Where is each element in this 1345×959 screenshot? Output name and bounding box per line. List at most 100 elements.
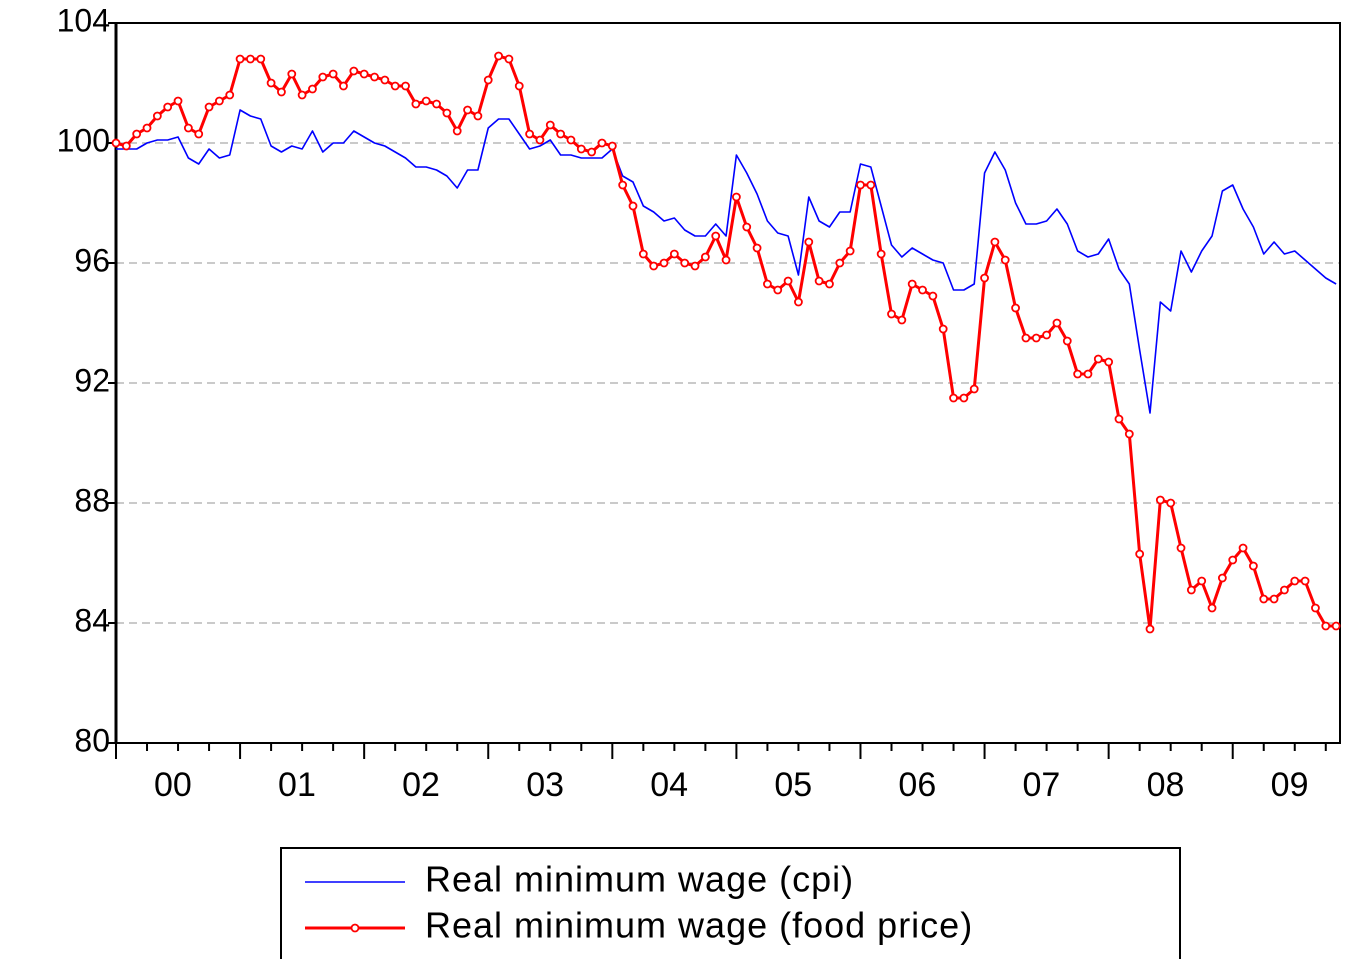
data-point [277, 87, 286, 97]
data-point [866, 180, 876, 190]
data-point [287, 69, 297, 79]
data-point [266, 78, 276, 88]
x-tick-label: 01 [278, 766, 316, 804]
data-point [845, 246, 855, 256]
data-point [1052, 318, 1062, 328]
data-point [628, 201, 638, 211]
data-point [856, 180, 865, 190]
data-point [566, 135, 576, 145]
data-point [949, 393, 958, 403]
data-point [1166, 498, 1176, 508]
data-point [142, 123, 152, 133]
data-point [814, 276, 824, 286]
data-point [1217, 573, 1227, 583]
data-point [804, 237, 814, 247]
data-point [1083, 369, 1093, 379]
x-tick-label: 04 [650, 766, 688, 804]
data-point [1176, 543, 1186, 553]
data-point [1259, 594, 1269, 604]
data-point [214, 96, 224, 106]
data-point [152, 111, 162, 121]
data-point [907, 279, 917, 289]
data-point [246, 54, 255, 64]
data-point [328, 69, 338, 79]
data-point [163, 102, 173, 112]
data-point [773, 285, 783, 295]
data-point [990, 237, 1000, 247]
data-point [938, 324, 948, 334]
data-point [235, 54, 245, 64]
data-point [204, 102, 214, 112]
data-point [1290, 576, 1300, 586]
data-point [380, 75, 390, 85]
x-tick-label: 06 [898, 766, 936, 804]
data-point [742, 222, 752, 232]
data-point [1011, 303, 1020, 313]
y-tick-label: 100 [57, 122, 110, 158]
x-tick-label: 08 [1147, 766, 1185, 804]
x-tick-label: 02 [402, 766, 440, 804]
data-point [669, 249, 679, 259]
data-point [442, 108, 452, 118]
data-point [1031, 333, 1041, 343]
data-point [525, 129, 534, 139]
data-point [1186, 585, 1196, 595]
data-point [1207, 603, 1217, 613]
data-point [576, 144, 586, 154]
data-point [1021, 333, 1031, 343]
data-point [1321, 621, 1331, 631]
y-tick-label: 88 [74, 482, 110, 518]
data-point [959, 393, 969, 403]
data-point [111, 138, 121, 148]
y-tick-label: 80 [74, 722, 110, 758]
data-point [1124, 429, 1134, 439]
data-point [401, 81, 410, 91]
data-point [1300, 576, 1310, 586]
x-tick-label: 03 [526, 766, 564, 804]
data-point [732, 192, 741, 202]
data-point [370, 72, 379, 82]
data-point [121, 141, 131, 151]
data-point [763, 279, 772, 289]
data-point [411, 99, 421, 109]
data-point [256, 54, 266, 64]
data-point [1280, 585, 1289, 595]
x-tick-label: 09 [1271, 766, 1309, 804]
data-point [132, 129, 142, 139]
data-point [690, 261, 700, 271]
y-tick-label: 104 [57, 2, 110, 38]
data-point [514, 81, 524, 91]
data-point [1114, 414, 1124, 424]
data-point [897, 315, 907, 325]
data-point [1228, 555, 1238, 565]
data-point [1135, 549, 1145, 559]
data-point [545, 120, 555, 130]
legend-label: Real minimum wage (food price) [425, 905, 973, 946]
data-point [825, 279, 834, 289]
x-tick-label: 07 [1023, 766, 1061, 804]
data-point [1197, 576, 1207, 586]
data-point [473, 111, 483, 121]
data-point [1073, 369, 1083, 379]
data-point [432, 99, 441, 109]
data-point [1062, 336, 1072, 346]
data-point [463, 105, 472, 115]
data-point [1269, 594, 1279, 604]
data-point [638, 249, 648, 259]
data-point [483, 75, 493, 85]
data-point [659, 258, 669, 268]
data-point [876, 249, 886, 259]
data-point [587, 147, 597, 157]
data-point [339, 81, 348, 91]
data-point [711, 231, 721, 241]
legend-label: Real minimum wage (cpi) [425, 859, 854, 900]
data-point [421, 96, 431, 106]
y-tick-label: 92 [74, 362, 110, 398]
y-tick-label: 96 [74, 242, 110, 278]
data-point [1145, 624, 1155, 634]
data-point [1331, 621, 1341, 631]
data-point [1311, 603, 1320, 613]
data-point [173, 96, 183, 106]
